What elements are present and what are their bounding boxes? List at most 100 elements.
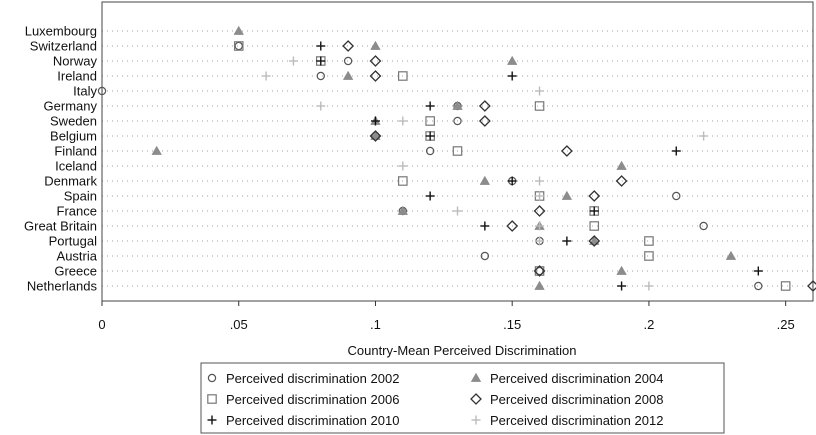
point-netherlands-perceived-discrimination-2012	[644, 281, 654, 291]
point-iceland-perceived-discrimination-2004	[616, 160, 627, 170]
point-great-britain-perceived-discrimination-2012	[535, 221, 545, 231]
point-spain-perceived-discrimination-2008	[588, 190, 601, 202]
point-spain-perceived-discrimination-2004	[561, 190, 573, 200]
country-label-ireland: Ireland	[57, 69, 97, 84]
series-perceived-discrimination-2008	[342, 40, 816, 292]
point-denmark-perceived-discrimination-2012	[535, 176, 545, 186]
country-label-switzerland: Switzerland	[30, 39, 97, 54]
point-netherlands-perceived-discrimination-2008	[807, 280, 816, 292]
point-france-perceived-discrimination-2008	[533, 205, 546, 217]
point-germany-perceived-discrimination-2008	[478, 100, 491, 112]
point-great-britain-perceived-discrimination-2008	[506, 220, 519, 232]
legend-item-perceived-discrimination-2010: Perceived discrimination 2010	[207, 413, 399, 428]
legend-label: Perceived discrimination 2010	[226, 413, 399, 428]
legend-marker-circle-icon	[207, 373, 217, 383]
country-label-belgium: Belgium	[50, 129, 97, 144]
point-france-perceived-discrimination-2012	[453, 206, 462, 216]
point-belgium-perceived-discrimination-2010	[425, 131, 435, 141]
point-luxembourg-perceived-discrimination-2004	[233, 25, 244, 35]
country-label-iceland: Iceland	[55, 159, 97, 174]
point-greece-perceived-discrimination-2010	[753, 266, 763, 276]
legend-marker-plus-icon	[207, 415, 217, 425]
country-label-finland: Finland	[54, 144, 97, 159]
point-spain-perceived-discrimination-2012	[535, 191, 545, 201]
legend-label: Perceived discrimination 2002	[226, 371, 399, 386]
country-label-sweden: Sweden	[50, 114, 97, 129]
point-norway-perceived-discrimination-2002	[343, 56, 353, 66]
point-spain-perceived-discrimination-2002	[672, 191, 681, 201]
point-ireland-perceived-discrimination-2012	[261, 71, 271, 81]
series-perceived-discrimination-2010	[316, 41, 763, 291]
point-france-perceived-discrimination-2010	[589, 206, 599, 216]
legend-marker-plus-icon	[471, 415, 481, 425]
point-ireland-perceived-discrimination-2008	[369, 70, 382, 82]
point-austria-perceived-discrimination-2004	[725, 250, 737, 260]
legend: Perceived discrimination 2002 Perceived d…	[200, 362, 725, 434]
x-axis: 0 .05 .1 .15 .2 .25	[98, 1, 814, 332]
country-label-spain: Spain	[64, 189, 97, 204]
point-netherlands-perceived-discrimination-2006	[780, 281, 791, 291]
x-tick-label: .05	[230, 317, 248, 332]
point-ireland-perceived-discrimination-2010	[507, 71, 517, 81]
country-label-luxembourg: Luxembourg	[25, 24, 97, 39]
point-switzerland-perceived-discrimination-2004	[370, 40, 381, 50]
x-tick-label: .2	[644, 317, 655, 332]
point-spain-perceived-discrimination-2010	[425, 191, 435, 201]
point-sweden-perceived-discrimination-2012	[398, 116, 408, 126]
x-tick-label: 0	[98, 317, 105, 332]
legend-marker-triangle-icon	[470, 372, 482, 382]
x-tick-label: .25	[777, 317, 795, 332]
point-sweden-perceived-discrimination-2010	[370, 116, 380, 126]
legend-label: Perceived discrimination 2004	[490, 371, 663, 386]
country-label-italy: Italy	[73, 84, 97, 99]
point-belgium-perceived-discrimination-2012	[699, 131, 709, 141]
gridlines	[102, 30, 813, 287]
country-label-greece: Greece	[54, 264, 97, 279]
point-portugal-perceived-discrimination-2008	[588, 235, 601, 247]
point-norway-perceived-discrimination-2010	[316, 56, 326, 66]
point-norway-perceived-discrimination-2004	[506, 55, 518, 65]
point-netherlands-perceived-discrimination-2010	[617, 281, 627, 291]
point-greece-perceived-discrimination-2008	[533, 265, 546, 277]
country-label-austria: Austria	[57, 249, 98, 264]
country-label-netherlands: Netherlands	[27, 279, 98, 294]
point-denmark-perceived-discrimination-2006	[398, 176, 408, 186]
point-great-britain-perceived-discrimination-2006	[589, 221, 600, 231]
country-label-norway: Norway	[53, 54, 98, 69]
point-austria-perceived-discrimination-2006	[644, 251, 654, 261]
country-label-france: France	[57, 204, 97, 219]
point-switzerland-perceived-discrimination-2006	[233, 41, 244, 51]
point-finland-perceived-discrimination-2006	[452, 146, 463, 156]
point-portugal-perceived-discrimination-2006	[644, 236, 654, 246]
point-norway-perceived-discrimination-2008	[369, 55, 382, 67]
point-sweden-perceived-discrimination-2006	[425, 116, 435, 126]
point-germany-perceived-discrimination-2004	[452, 100, 463, 110]
point-portugal-perceived-discrimination-2004	[588, 235, 600, 245]
point-netherlands-perceived-discrimination-2002	[754, 281, 763, 291]
point-belgium-perceived-discrimination-2008	[369, 130, 382, 142]
point-sweden-perceived-discrimination-2008	[478, 115, 491, 127]
legend-label: Perceived discrimination 2006	[226, 392, 399, 407]
point-finland-perceived-discrimination-2008	[560, 145, 573, 157]
point-austria-perceived-discrimination-2002	[480, 251, 490, 261]
point-germany-perceived-discrimination-2012	[316, 101, 326, 111]
series-perceived-discrimination-2012	[261, 56, 709, 291]
point-italy-perceived-discrimination-2012	[535, 86, 545, 96]
data-marks	[97, 25, 816, 292]
x-axis-title: Country-Mean Perceived Discrimination	[347, 343, 576, 358]
point-switzerland-perceived-discrimination-2008	[342, 40, 355, 52]
point-finland-perceived-discrimination-2002	[425, 146, 435, 156]
country-labels: LuxembourgSwitzerlandNorwayIrelandItalyG…	[24, 24, 98, 294]
point-norway-perceived-discrimination-2012	[288, 56, 298, 66]
country-label-germany: Germany	[44, 99, 98, 114]
legend-marker-diamond-icon	[470, 393, 482, 405]
legend-marker-square-icon	[207, 394, 217, 404]
point-switzerland-perceived-discrimination-2010	[316, 41, 326, 51]
point-belgium-perceived-discrimination-2004	[370, 130, 381, 140]
legend-item-perceived-discrimination-2008: Perceived discrimination 2008	[470, 392, 663, 407]
point-denmark-perceived-discrimination-2008	[615, 175, 628, 187]
x-tick-label: .15	[503, 317, 521, 332]
point-france-perceived-discrimination-2004	[397, 205, 409, 215]
point-denmark-perceived-discrimination-2004	[479, 175, 491, 185]
